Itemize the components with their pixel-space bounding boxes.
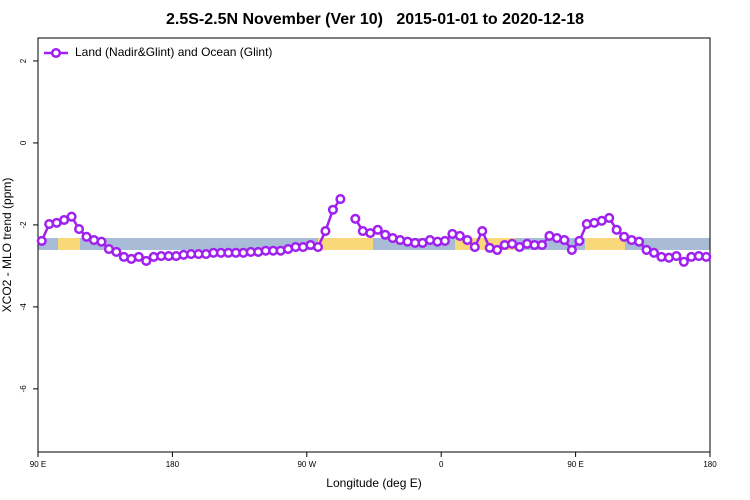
data-point	[574, 235, 585, 246]
data-point	[611, 224, 622, 235]
data-point	[462, 235, 473, 246]
x-tick-label: 90 E	[567, 460, 583, 469]
data-point	[566, 244, 577, 255]
x-axis-label: Longitude (deg E)	[326, 476, 421, 490]
data-point	[96, 236, 107, 247]
data-point	[350, 213, 361, 224]
plot-frame	[37, 37, 711, 453]
data-point	[74, 223, 85, 235]
data-point	[469, 241, 480, 253]
data-point	[604, 212, 615, 223]
y-tick-label: -4	[19, 303, 28, 311]
x-tick-label: 90 W	[297, 460, 316, 469]
data-point	[559, 235, 570, 246]
x-tick-label: 0	[439, 460, 444, 469]
data-point	[372, 224, 383, 235]
data-point	[678, 256, 689, 267]
data-point	[312, 241, 324, 253]
legend-label: Land (Nadir&Glint) and Ocean (Glint)	[75, 45, 272, 59]
y-tick-label: -6	[19, 385, 28, 393]
chart-title: 2.5S-2.5N November (Ver 10) 2015-01-01 t…	[166, 11, 584, 28]
data-point	[133, 251, 144, 262]
data-point	[454, 230, 465, 242]
y-tick-label: 2	[19, 58, 28, 63]
land-ocean-band	[38, 238, 710, 250]
data-point	[634, 236, 645, 247]
land-band	[585, 238, 625, 250]
land-band	[318, 238, 373, 250]
data-point	[141, 255, 152, 267]
data-point	[701, 251, 712, 262]
data-point	[66, 211, 77, 222]
data-point	[648, 247, 660, 258]
data-point	[327, 204, 338, 215]
y-axis-label: XCO2 - MLO trend (ppm)	[0, 178, 14, 313]
x-tick-label: 180	[703, 460, 717, 469]
legend-marker	[50, 47, 62, 59]
data-point	[335, 194, 346, 205]
data-point	[477, 226, 488, 237]
x-tick-label: 90 E	[30, 460, 46, 469]
data-point	[671, 251, 682, 262]
data-point	[111, 246, 122, 258]
data-point	[36, 235, 47, 246]
data-point	[320, 226, 331, 237]
data-point	[492, 244, 503, 255]
data-point	[439, 235, 450, 246]
x-tick-label: 180	[166, 460, 180, 469]
land-band	[58, 238, 80, 250]
y-tick-label: -2	[19, 221, 28, 229]
y-tick-label: 0	[19, 140, 28, 145]
data-point	[536, 239, 548, 251]
